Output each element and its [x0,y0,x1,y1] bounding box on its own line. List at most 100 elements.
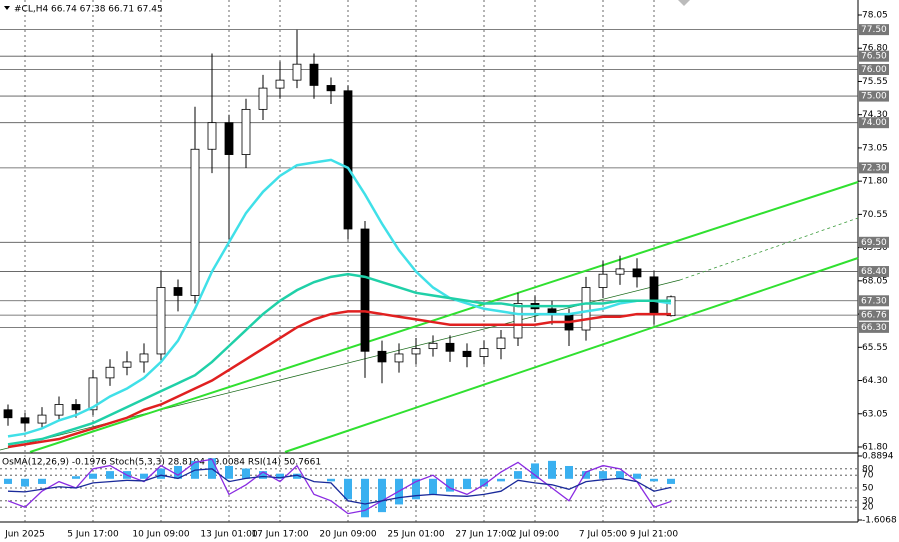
y-tick-label: 64.30 [862,376,888,386]
candle-body [54,404,64,416]
candle-body [122,361,132,368]
candle-body [479,348,489,358]
candle-body [513,303,523,339]
level-label: 67.30 [861,296,887,306]
candle-body [649,276,659,315]
candle-body [343,90,353,230]
candle-body [292,63,302,81]
candle-body [462,350,472,358]
candle-body [156,287,166,355]
osma-bar [548,460,556,479]
osma-bar [565,465,573,479]
osma-bar [361,478,369,518]
osma-bar [344,478,352,500]
level-label: 77.50 [861,25,887,35]
osma-bar [140,473,148,479]
shift-marker [678,0,690,6]
candle-body [666,296,676,317]
y-tick-label: -1.6068 [862,516,897,526]
level-label-box [859,117,889,129]
candle-body [496,337,506,350]
y-tick-label: 76.80 [862,44,888,54]
x-tick-label: 13 Jun 01:00 [200,530,257,540]
moving-average [7,310,671,449]
candle-body [37,414,47,424]
level-label: 76.00 [861,65,887,75]
level-label-box [859,90,889,102]
osma-bar [480,478,488,487]
y2-tick-label: 30 [862,496,874,506]
osma-bar [327,478,335,482]
y-tick-label: 70.55 [862,210,888,220]
candle-body [632,268,642,278]
y-tick-label: 74.30 [862,110,888,120]
y-tick-label: 75.55 [862,77,888,87]
candle-body [139,353,149,363]
osma-bar [259,471,267,479]
candle-body [241,108,251,155]
osma-bar [378,478,386,513]
osma-bar [38,478,46,484]
candle-body [394,353,404,363]
candle-body [326,85,336,92]
osma-bar [650,478,658,482]
x-tick-label: 2 Jul 09:00 [511,530,560,540]
y2-tick-label: 50 [862,484,874,494]
channel-line [29,181,859,453]
level-label-box [859,309,889,321]
y2-tick-label: 20 [862,503,874,513]
osma-bar [276,473,284,479]
candle-body [258,87,268,110]
x-tick-label: 9 Jul 21:00 [630,530,679,540]
candle-body [207,122,217,150]
x-tick-label: 10 Jun 09:00 [132,530,189,540]
candle-body [3,409,13,419]
y-tick-label: 68.05 [862,276,888,286]
level-label-box [859,24,889,36]
osma-bar [412,478,420,500]
level-label-box [859,236,889,248]
candle-body [598,273,608,288]
osma-bar [531,463,539,479]
level-label: 68.40 [861,267,887,277]
level-label: 74.00 [861,118,887,128]
osma-bar [446,478,454,492]
candle-body [20,417,30,424]
candle-body [224,122,234,155]
osma-bar [4,478,12,484]
level-label: 66.30 [861,323,887,333]
x-tick-label: 25 Jun 01:00 [387,530,444,540]
y2-tick-label: 80 [862,464,874,474]
channel-line [284,257,859,453]
indicator-title: OsMA(12,26,9) -0.1976 Stoch(5,3,3) 28.81… [2,458,321,468]
oscillator-line [7,468,672,505]
osma-bar [497,478,505,482]
osma-bar [582,471,590,479]
candle-body [71,404,81,411]
candle-body [309,63,319,86]
candle-body [88,377,98,411]
x-tick-label: Jun 2025 [4,530,45,540]
trend-line [679,217,859,281]
level-label: 76.50 [861,52,887,62]
level-label: 69.50 [861,238,887,248]
x-tick-label: 7 Jul 05:00 [579,530,628,540]
x-tick-label: 20 Jun 09:00 [319,530,376,540]
y-tick-label: 63.05 [862,409,888,419]
y2-tick-label: 70 [862,471,874,481]
menu-arrow [4,6,10,10]
osma-bar [616,471,624,479]
y-tick-label: 71.80 [862,177,888,187]
osma-bar [225,465,233,479]
x-tick-label: 5 Jun 17:00 [67,530,119,540]
level-label: 75.00 [861,92,887,102]
osma-bar [72,476,80,479]
level-label: 66.76 [861,311,887,321]
y-tick-label: 73.05 [862,143,888,153]
candle-body [105,366,115,379]
moving-average [7,272,671,446]
level-label-box [859,50,889,62]
osma-bar [242,468,250,479]
